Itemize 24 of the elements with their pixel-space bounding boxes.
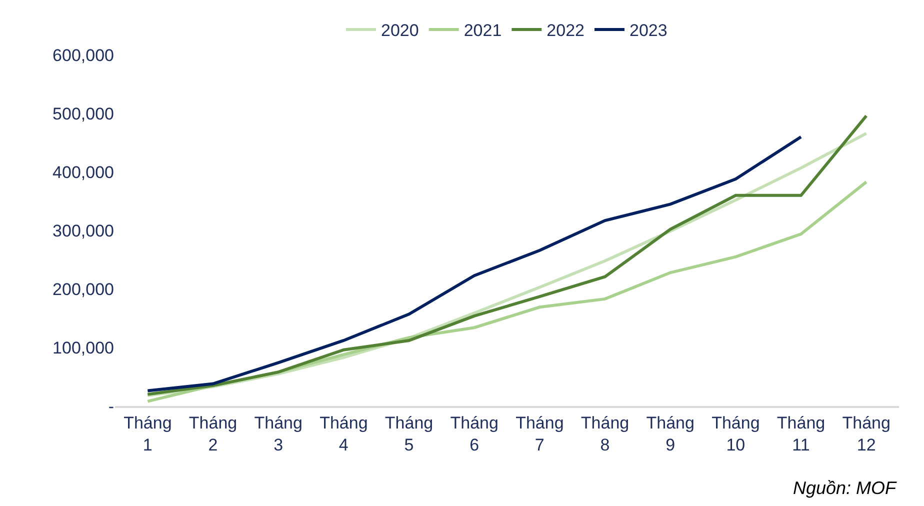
y-tick-label: 100,000 [52,338,114,358]
y-tick-label: 300,000 [52,221,114,240]
y-tick-label: 600,000 [52,46,114,65]
x-tick-label: Tháng 3 [254,413,302,454]
x-tick-label: Tháng 7 [516,413,564,454]
legend-label: 2022 [546,21,584,40]
y-tick-label: 500,000 [52,104,114,124]
text: Nguồn: MOF [793,478,898,498]
x-tick-label: Tháng 10 [712,413,760,454]
x-tick-label: Tháng 12 [842,413,890,454]
x-tick-label: Tháng 1 [124,413,172,454]
x-tick-label: Tháng 6 [450,413,498,454]
legend-label: 2020 [381,21,419,40]
legend-label: 2023 [629,21,668,40]
x-tick-label: Tháng 2 [188,413,238,454]
x-tick-label: Tháng 5 [384,413,434,454]
legend-label: 2021 [464,21,502,40]
x-tick-label: Tháng 11 [776,413,826,454]
y-tick-label: 200,000 [52,280,114,299]
y-tick-label: - [108,396,114,416]
x-tick-label: Tháng 8 [580,413,630,454]
x-tick-label: Tháng 9 [646,413,694,454]
x-tick-label: Tháng 4 [320,413,368,454]
y-tick-label: 400,000 [52,162,114,182]
